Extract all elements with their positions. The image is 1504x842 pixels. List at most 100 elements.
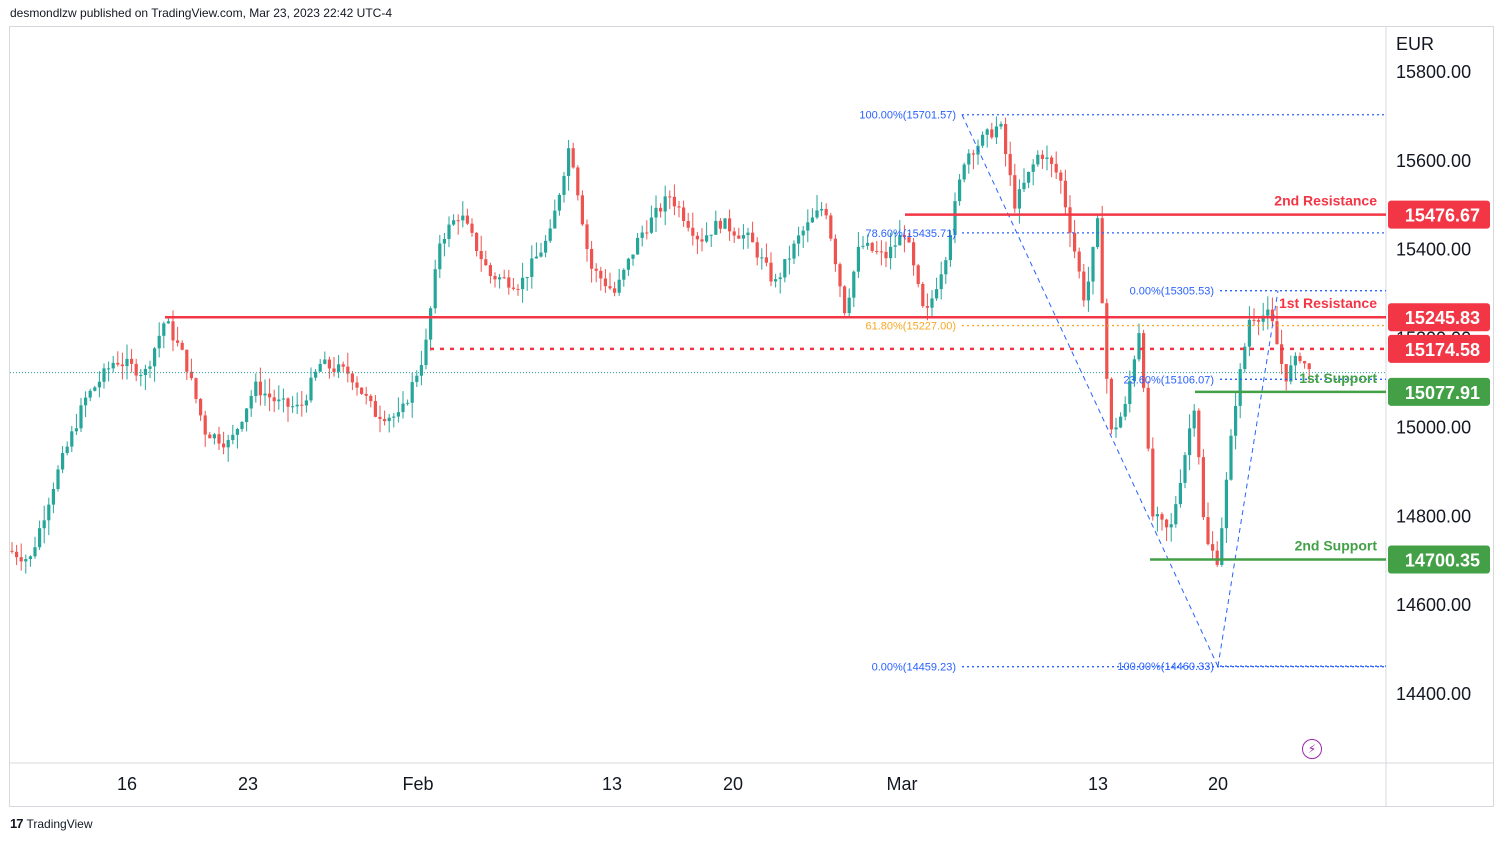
- candle-body: [1224, 479, 1228, 529]
- candle-body: [24, 559, 28, 562]
- candle-body: [442, 238, 446, 244]
- candle-body: [764, 257, 768, 263]
- candle-body: [1243, 346, 1247, 370]
- candle-body: [852, 271, 856, 298]
- candle-body: [419, 365, 423, 376]
- candle-body: [1220, 528, 1224, 565]
- price-tag: [1388, 377, 1490, 406]
- candle-body: [1211, 544, 1215, 551]
- candle-body: [1036, 154, 1040, 165]
- candle-body: [263, 393, 267, 396]
- candle-body: [1270, 309, 1274, 322]
- candle-body: [410, 382, 414, 403]
- candle-body: [88, 390, 92, 398]
- y-tick-label: 15400.00: [1396, 240, 1471, 260]
- candle-body: [774, 279, 778, 282]
- level-name: 1st Resistance: [1279, 295, 1377, 311]
- candle-body: [166, 321, 170, 324]
- candle-body: [921, 284, 925, 307]
- candle-body: [1054, 163, 1058, 173]
- candle-body: [134, 363, 138, 376]
- candle-body: [594, 268, 598, 271]
- candle-body: [1234, 405, 1238, 436]
- chart-frame: [9, 26, 1494, 807]
- candle-body: [33, 547, 37, 557]
- candle-body: [479, 251, 483, 260]
- candle-body: [1105, 303, 1109, 379]
- candle-body: [755, 242, 759, 258]
- candle-body: [769, 262, 773, 282]
- candle-body: [1119, 416, 1123, 428]
- candle-body: [833, 238, 837, 265]
- candle-body: [1298, 355, 1302, 362]
- candle-body: [797, 235, 801, 244]
- candle-body: [889, 246, 893, 259]
- candle-body: [84, 397, 88, 406]
- candle-body: [327, 359, 331, 369]
- candle-body: [56, 469, 60, 490]
- candle-body: [1178, 482, 1182, 505]
- candle-body: [1280, 344, 1284, 364]
- candle-body: [1073, 232, 1077, 252]
- level-name: 1st Support: [1299, 370, 1377, 386]
- candle-body: [916, 265, 920, 285]
- candle-body: [613, 288, 617, 293]
- candle-body: [162, 323, 166, 336]
- x-tick-label: 13: [602, 774, 622, 794]
- currency-label: EUR: [1396, 34, 1435, 54]
- price-tag-label: 15476.67: [1405, 206, 1480, 226]
- candle-body: [1031, 164, 1035, 172]
- candle-body: [1063, 180, 1067, 208]
- candle-body: [741, 235, 745, 239]
- y-tick-label: 15600.00: [1396, 151, 1471, 171]
- candle-body: [438, 243, 442, 270]
- candle-body: [1155, 514, 1159, 517]
- footer-brand[interactable]: 17 TradingView: [10, 816, 93, 831]
- candle-body: [484, 259, 488, 266]
- candle-body: [383, 418, 387, 422]
- candle-body: [709, 234, 713, 236]
- candle-body: [608, 286, 612, 289]
- candle-body: [1257, 320, 1261, 322]
- candle-body: [884, 251, 888, 259]
- candle-body: [617, 279, 621, 293]
- candle-body: [1100, 218, 1104, 304]
- candle-body: [1151, 448, 1155, 517]
- candle-body: [1275, 321, 1279, 345]
- candle-body: [534, 256, 538, 259]
- candle-body: [1247, 319, 1251, 347]
- candle-body: [355, 382, 359, 388]
- candle-body: [1123, 403, 1127, 417]
- candle-body: [590, 248, 594, 269]
- candle-body: [544, 240, 548, 253]
- candle-body: [659, 207, 663, 212]
- alert-bolt-icon[interactable]: ⚡: [1302, 739, 1322, 759]
- candle-body: [406, 402, 410, 404]
- price-tag-label: 15174.58: [1405, 340, 1480, 360]
- candle-body: [461, 215, 465, 221]
- candle-body: [847, 297, 851, 314]
- candle-body: [879, 251, 883, 253]
- candle-body: [985, 129, 989, 135]
- candle-body: [636, 237, 640, 255]
- x-tick-label: Feb: [402, 774, 433, 794]
- candle-body: [1137, 333, 1141, 360]
- candle-body: [143, 368, 147, 376]
- candle-body: [401, 403, 405, 413]
- fib-label-left: 61.80%(15227.00): [865, 321, 956, 333]
- candle-body: [1201, 457, 1205, 518]
- candle-body: [245, 408, 249, 423]
- candle-body: [1109, 378, 1113, 430]
- candle-body: [332, 368, 336, 372]
- candle-body: [125, 358, 129, 367]
- candle-body: [815, 210, 819, 218]
- candle-body: [682, 207, 686, 221]
- candle-body: [511, 287, 515, 289]
- candle-body: [235, 428, 239, 435]
- candle-body: [350, 373, 354, 383]
- candle-body: [732, 231, 736, 236]
- candle-body: [953, 201, 957, 236]
- candle-body: [277, 399, 281, 402]
- candle-body: [691, 227, 695, 236]
